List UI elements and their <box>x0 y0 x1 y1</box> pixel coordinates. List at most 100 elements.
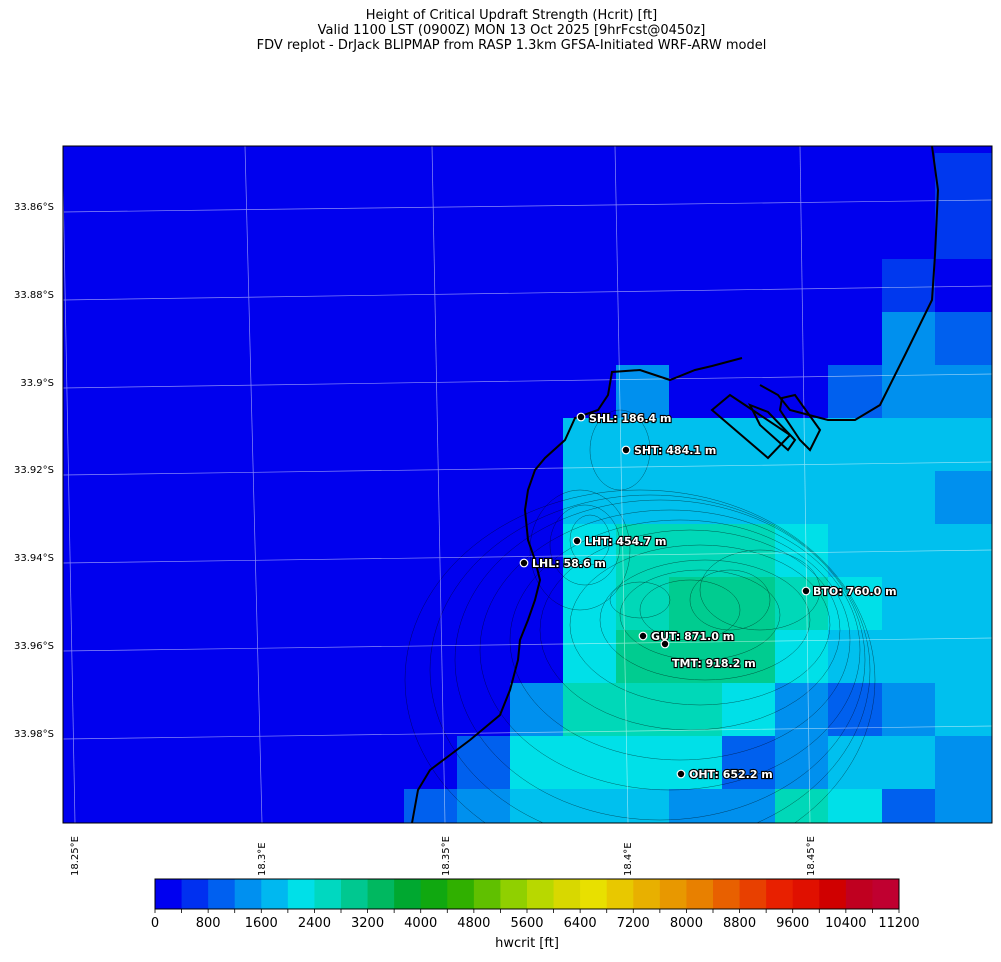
hcrit-cell <box>669 789 722 823</box>
parallel-line <box>63 373 992 389</box>
colorbar-tick-label: 3200 <box>351 916 385 931</box>
colorbar-swatch <box>633 879 661 909</box>
hcrit-cell <box>616 524 669 577</box>
hcrit-cell <box>722 683 775 736</box>
hcrit-cell <box>510 789 563 823</box>
colorbar-swatch <box>367 879 395 909</box>
hcrit-cell <box>828 630 882 683</box>
hcrit-cell <box>669 683 722 736</box>
hcrit-cell <box>563 630 616 683</box>
colorbar-swatch <box>553 879 581 909</box>
contour-line <box>569 514 611 566</box>
hcrit-cell <box>882 259 935 312</box>
graticule <box>63 146 992 823</box>
lat-label: 33.94°S <box>14 553 54 564</box>
hcrit-cell <box>669 577 722 630</box>
site-marker-gut <box>638 631 648 641</box>
hcrit-cell <box>669 630 722 683</box>
contour-line <box>699 549 821 631</box>
site-label-tmt: TMT: 918.2 m <box>672 657 756 670</box>
hcrit-cell <box>935 683 992 736</box>
site-label-lht: LHT: 454.7 m <box>585 535 666 548</box>
contour-line <box>689 569 771 631</box>
hcrit-cell <box>775 418 828 471</box>
site-marker-tmt <box>660 639 670 649</box>
hcrit-cell <box>669 524 722 577</box>
hcrit-cell <box>882 312 935 365</box>
site-label-lhl: LHL: 58.6 m <box>532 557 606 570</box>
contour-line <box>619 569 781 661</box>
colorbar-swatch <box>234 879 262 909</box>
hcrit-cell <box>882 683 935 736</box>
hcrit-cell <box>616 683 669 736</box>
hcrit-cell <box>669 736 722 789</box>
hcrit-cell <box>935 153 992 259</box>
lat-label: 33.96°S <box>14 641 54 652</box>
meridian-line <box>614 146 629 823</box>
hcrit-cell <box>616 471 669 524</box>
hcrit-cell <box>935 736 992 789</box>
colorbar-tick-label: 8800 <box>723 916 757 931</box>
colorbar-swatch <box>500 879 528 909</box>
contour-line <box>479 509 861 791</box>
hcrit-cell <box>775 577 828 630</box>
parallel-line <box>63 637 992 652</box>
contour-line <box>529 489 631 611</box>
hcrit-cell <box>882 524 935 577</box>
hcrit-cell <box>828 736 882 789</box>
colorbar-swatch <box>845 879 873 909</box>
hcrit-cell <box>722 471 775 524</box>
colorbar-tick-label: 800 <box>195 916 221 931</box>
hcrit-cell <box>935 577 992 630</box>
site-marker-shl <box>576 412 586 422</box>
hcrit-cell <box>722 736 775 789</box>
colorbar-swatch <box>420 879 448 909</box>
hcrit-cell <box>669 471 722 524</box>
hcrit-cell <box>935 789 992 823</box>
plot-frame <box>62 145 993 824</box>
lat-label: 33.9°S <box>20 378 54 389</box>
colorbar-swatch <box>527 879 555 909</box>
site-label-sht: SHT: 484.1 m <box>634 444 716 457</box>
colorbar-swatch <box>473 879 501 909</box>
hcrit-cell <box>616 418 669 471</box>
colorbar-swatch <box>341 879 369 909</box>
colorbar-tick-label: 0 <box>150 916 160 931</box>
parallel-line <box>63 199 992 213</box>
colorbar-tick-label: 4000 <box>404 916 438 931</box>
colorbar-swatch <box>580 879 608 909</box>
parallel-line <box>63 549 992 564</box>
site-markers: SHL: 186.4 m SHT: 484.1 m LHT: 454.7 m LHL:… <box>519 411 898 782</box>
meridian-line <box>244 146 263 823</box>
colorbar-tick-label: 8000 <box>669 916 703 931</box>
colorbar-tick-label: 5600 <box>510 916 544 931</box>
site-marker-oht <box>676 769 686 779</box>
colorbar <box>154 878 900 913</box>
contour-line <box>569 544 831 706</box>
colorbar-swatch <box>314 879 342 909</box>
contour-line <box>609 581 671 619</box>
hcrit-cell <box>563 736 616 789</box>
colorbar-swatch <box>447 879 475 909</box>
hcrit-cell <box>510 683 563 736</box>
hcrit-cell <box>775 471 828 524</box>
colorbar-swatch <box>606 879 634 909</box>
hcrit-cell <box>935 418 992 471</box>
hcrit-cell <box>457 736 510 789</box>
colorbar-tick-label: 1600 <box>244 916 278 931</box>
hcrit-cell <box>935 365 992 418</box>
colorbar-swatch <box>394 879 422 909</box>
colorbar-swatch <box>261 879 289 909</box>
meridian-line <box>431 146 446 823</box>
contour-line <box>599 559 811 681</box>
hcrit-cell <box>775 736 828 789</box>
hcrit-cell <box>828 789 882 823</box>
contour-line <box>454 499 866 821</box>
hcrit-cell <box>510 736 563 789</box>
colorbar-tick-label: 7200 <box>616 916 650 931</box>
site-label-bto: BTO: 760.0 m <box>813 585 897 598</box>
lon-label: 18.25°E <box>70 836 81 876</box>
colorbar-swatch <box>155 879 183 909</box>
harbour-breakwater <box>710 393 822 460</box>
